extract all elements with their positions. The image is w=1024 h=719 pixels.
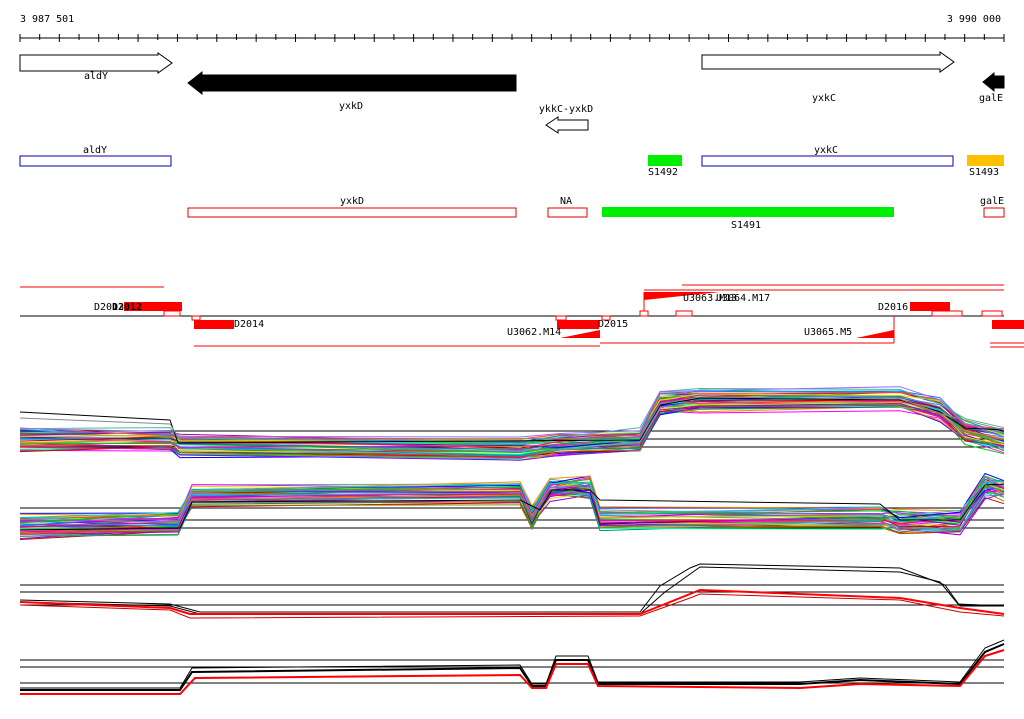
gene-yxkD-arrow[interactable]	[187, 70, 517, 96]
segment-D2013[interactable]	[124, 302, 182, 311]
expression-curve	[19, 386, 1005, 438]
segment-D2016[interactable]	[910, 302, 950, 311]
coordinate-ruler: 3 987 501 3 990 000	[19, 14, 1005, 42]
expression-panel-3	[19, 563, 1005, 619]
segment-track: D2013 D2012 U3063.M13 U3064.M17 D2016 D2…	[20, 284, 1024, 348]
transcript-S1492[interactable]	[648, 155, 682, 166]
expression-curve	[20, 643, 1005, 691]
expression-curve	[20, 649, 1005, 695]
ruler-start-label: 3 987 501	[20, 14, 74, 25]
gene-track: aldY yxkD ykkC-yxkD yxkC galE	[19, 51, 1005, 134]
expression-panel-1	[19, 386, 1005, 461]
segment-label-U3062: U3062.M14	[507, 327, 561, 338]
transcript-aldY[interactable]	[19, 155, 172, 167]
segment-tick-8	[601, 315, 611, 321]
segment-label-U3063: U3063.M13	[683, 293, 737, 304]
segment-U3065-ramp[interactable]	[856, 330, 894, 338]
segment-tick-4	[931, 310, 963, 317]
expression-curve	[19, 566, 1005, 615]
segment-tick-5	[981, 310, 1003, 317]
gene-ykkC-yxkD[interactable]: ykkC-yxkD	[539, 104, 593, 134]
gene-aldY-arrow[interactable]	[19, 52, 173, 74]
segment-label-D2013: D2013	[94, 302, 124, 313]
ruler-end-label: 3 990 000	[947, 14, 1001, 25]
segment-tick-3	[163, 310, 181, 317]
transcript-S1493-label: S1493	[969, 167, 999, 178]
segment-label-U3064: U3064.M17	[716, 293, 770, 304]
transcript-S1493[interactable]	[967, 155, 1004, 166]
expression-curve	[19, 402, 1005, 453]
transcript-track-2: yxkD NA S1491 galE	[187, 196, 1005, 231]
gene-yxkD[interactable]: yxkD	[187, 70, 517, 112]
expression-curve	[19, 476, 1005, 523]
gene-galE-arrow[interactable]	[982, 71, 1005, 93]
segment-label-D2016: D2016	[878, 302, 908, 313]
gene-yxkD-label: yxkD	[339, 101, 363, 112]
transcript-galE[interactable]	[983, 207, 1005, 218]
segment-tick-6	[191, 315, 201, 321]
segment-tick-2	[675, 310, 693, 317]
segment-U3062-ramp[interactable]	[560, 330, 600, 338]
expression-curve	[19, 397, 1005, 444]
segment-D2015[interactable]	[557, 320, 599, 329]
gene-aldY-label: aldY	[84, 71, 108, 82]
transcript-yxkD[interactable]	[187, 207, 517, 218]
transcript-yxkD-label: yxkD	[340, 196, 364, 207]
transcript-S1492-label: S1492	[648, 167, 678, 178]
expression-curve	[19, 483, 1005, 531]
expression-panel-2	[19, 472, 1005, 540]
ruler-ticks	[19, 34, 1005, 42]
segment-label-D2012: D2012	[112, 302, 142, 313]
expression-panel-4	[20, 639, 1005, 695]
gene-aldY[interactable]: aldY	[19, 52, 173, 82]
expression-curve	[19, 480, 1005, 519]
segment-right-block[interactable]	[992, 320, 1024, 329]
gene-ykkC-yxkD-label: ykkC-yxkD	[539, 104, 593, 115]
transcript-yxkC[interactable]	[701, 155, 954, 167]
transcript-aldY-label: aldY	[83, 145, 107, 156]
segment-tick-1	[639, 310, 649, 317]
expression-curve	[20, 639, 1005, 689]
gene-yxkC[interactable]: yxkC	[701, 51, 955, 104]
expression-curve	[19, 387, 1005, 445]
gene-galE-label: galE	[979, 93, 1003, 104]
gene-yxkC-arrow[interactable]	[701, 51, 955, 73]
expression-curve	[19, 593, 1005, 619]
transcript-yxkC-label: yxkC	[814, 145, 838, 156]
segment-D2014[interactable]	[194, 320, 234, 329]
transcript-track-1: aldY S1492 yxkC S1493	[19, 145, 1004, 178]
expression-curve	[19, 563, 1004, 613]
transcript-S1491-label: S1491	[731, 220, 761, 231]
transcript-S1491[interactable]	[602, 207, 894, 217]
transcript-galE-label: galE	[980, 196, 1004, 207]
gene-yxkC-label: yxkC	[812, 93, 836, 104]
segment-U3063-ramp[interactable]	[644, 292, 720, 300]
gene-galE[interactable]: galE	[979, 71, 1005, 104]
transcript-NA[interactable]	[547, 207, 588, 218]
transcript-NA-label: NA	[560, 196, 572, 207]
gene-ykkC-yxkD-arrow[interactable]	[545, 116, 589, 134]
segment-label-D2015: D2015	[598, 319, 628, 330]
expression-curve	[19, 481, 1005, 522]
expression-curve	[19, 396, 1005, 441]
segment-label-D2014: D2014	[234, 319, 264, 330]
expression-curve	[19, 588, 1005, 615]
segment-tick-7	[555, 315, 567, 321]
segment-label-U3065: U3065.M5	[804, 327, 852, 338]
